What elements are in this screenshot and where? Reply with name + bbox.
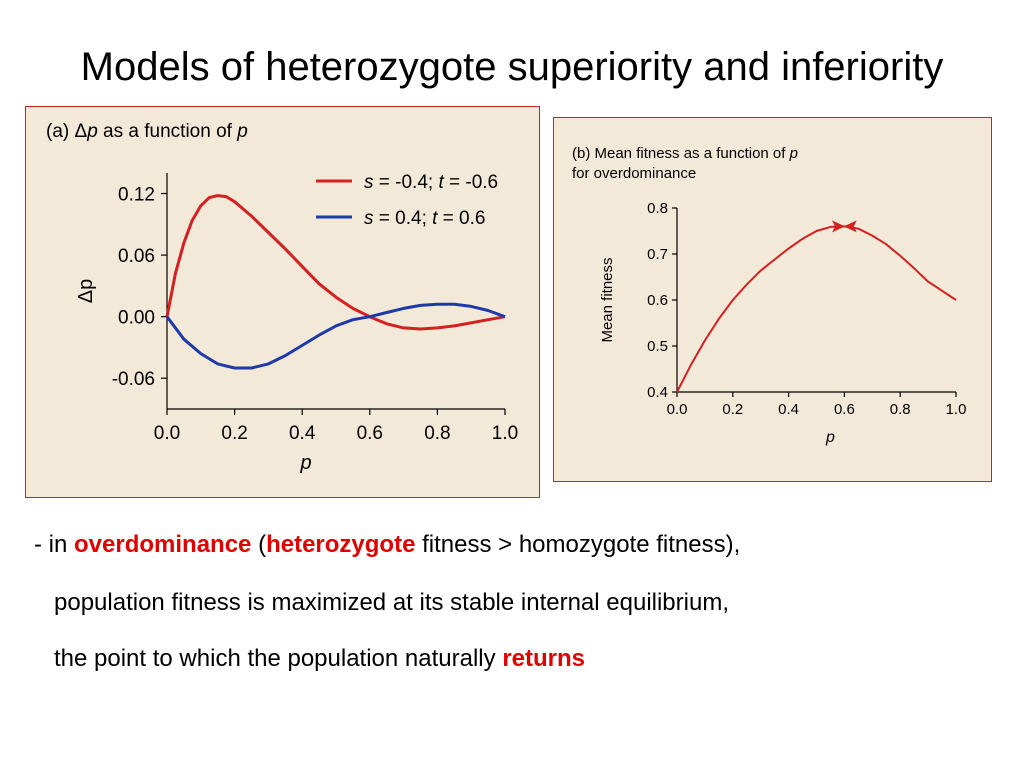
slide-title: Models of heterozygote superiority and i… bbox=[80, 45, 944, 89]
y-tick-label: 0.12 bbox=[118, 185, 155, 206]
x-tick-label: 0.0 bbox=[667, 401, 688, 418]
panel-b-label: for overdominance bbox=[572, 165, 696, 182]
chart-panel-b: (b) Mean fitness as a function of p for o… bbox=[553, 117, 992, 482]
y-tick-label: 0.8 bbox=[647, 200, 668, 217]
y-tick-label: 0.4 bbox=[647, 384, 668, 401]
y-tick-label: 0.00 bbox=[118, 308, 155, 329]
x-tick-label: 0.8 bbox=[890, 401, 911, 418]
x-tick-label: 0.6 bbox=[357, 423, 383, 444]
heterozygote-highlight: heterozygote bbox=[266, 531, 416, 558]
panel-b-label: (b) Mean fitness as a function of p bbox=[572, 145, 798, 162]
caption-line-1: - in overdominance (heterozygote fitness… bbox=[34, 528, 1014, 562]
caption-line-2: population fitness is maximized at its s… bbox=[54, 589, 729, 616]
caption-text: - in overdominance (heterozygote fitness… bbox=[34, 528, 1014, 676]
y-tick-label: 0.6 bbox=[647, 292, 668, 309]
x-tick-label: 0.8 bbox=[424, 423, 450, 444]
y-tick-label: 0.5 bbox=[647, 338, 668, 355]
caption-suffix: fitness > homozygote fitness), bbox=[415, 531, 741, 558]
legend-label: s = -0.4; t = -0.6 bbox=[364, 172, 498, 193]
mean-fitness-line bbox=[676, 225, 957, 393]
x-tick-label: 0.2 bbox=[221, 423, 247, 444]
y-tick-label: -0.06 bbox=[112, 369, 155, 390]
mean-fitness-chart: (b) Mean fitness as a function of p for o… bbox=[572, 145, 967, 446]
caption-prefix: - in bbox=[34, 531, 75, 558]
delta-p-chart: (a) Δp as a function of p 0.12 0.06 0.00 -0.… bbox=[46, 121, 518, 474]
x-tick-label: 0.2 bbox=[722, 401, 743, 418]
x-tick-label: 0.4 bbox=[289, 423, 316, 444]
caption-line-3: the point to which the population natura… bbox=[34, 642, 1014, 676]
y-tick-label: 0.7 bbox=[647, 246, 668, 263]
y-axis-label: Mean fitness bbox=[599, 257, 616, 342]
x-axis-label: p bbox=[299, 452, 311, 474]
y-axis-label: Δp bbox=[75, 279, 97, 303]
y-tick-label: 0.06 bbox=[118, 246, 155, 267]
red-series-line bbox=[165, 194, 506, 331]
blue-series-line bbox=[165, 302, 506, 370]
x-tick-label: 1.0 bbox=[946, 401, 967, 418]
x-tick-label: 0.6 bbox=[834, 401, 855, 418]
x-axis-label: p bbox=[825, 429, 835, 446]
legend-label: s = 0.4; t = 0.6 bbox=[364, 208, 485, 229]
x-tick-label: 1.0 bbox=[492, 423, 518, 444]
chart-panel-a: (a) Δp as a function of p 0.12 0.06 0.00 -0.… bbox=[25, 106, 540, 498]
caption-line-3-text: the point to which the population natura… bbox=[54, 645, 503, 672]
right-arrowhead-icon bbox=[832, 220, 846, 233]
returns-highlight: returns bbox=[502, 645, 585, 672]
overdominance-highlight: overdominance bbox=[74, 531, 252, 558]
caption-paren: ( bbox=[251, 531, 267, 558]
panel-a-label: (a) Δp as a function of p bbox=[46, 121, 248, 142]
left-arrowhead-icon bbox=[843, 220, 857, 233]
x-tick-label: 0.0 bbox=[154, 423, 180, 444]
x-tick-label: 0.4 bbox=[778, 401, 799, 418]
